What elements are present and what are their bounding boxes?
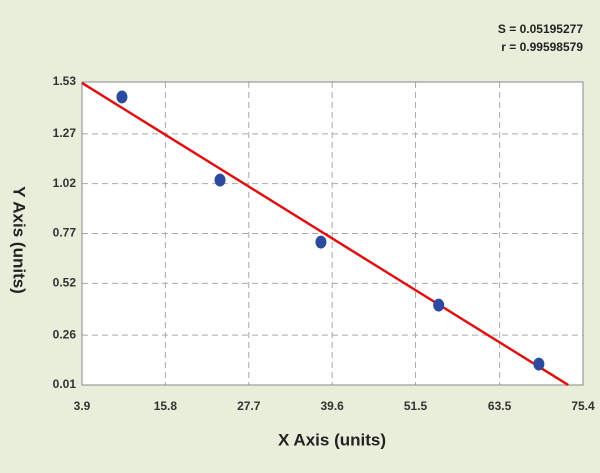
plot-border: [81, 81, 584, 386]
fit-line: [81, 81, 569, 387]
y-axis-title: Y Axis (units): [10, 186, 29, 294]
annotation: r = 0.99598579: [501, 40, 583, 54]
y-tick-label: 0.52: [53, 276, 77, 290]
y-tick-label: 0.77: [53, 226, 77, 240]
x-tick-label: 3.9: [74, 399, 91, 413]
data-point: [315, 235, 327, 249]
x-tick-label: 63.5: [488, 399, 512, 413]
x-tick-label: 51.5: [404, 399, 428, 413]
y-tick-label: 1.53: [53, 74, 77, 88]
x-tick-label: 75.4: [571, 399, 595, 413]
data-point: [533, 357, 545, 371]
y-tick-label: 1.02: [53, 176, 77, 190]
x-axis-title: X Axis (units): [278, 430, 386, 449]
y-tick-label: 0.26: [53, 327, 77, 341]
x-tick-label: 27.7: [237, 399, 261, 413]
y-tick-label: 0.01: [53, 377, 77, 391]
data-point: [214, 173, 226, 187]
x-tick-label: 39.6: [320, 399, 344, 413]
data-point: [116, 90, 128, 104]
data-point: [433, 298, 445, 312]
x-tick-label: 15.8: [154, 399, 178, 413]
y-tick-label: 1.27: [53, 126, 77, 140]
annotation: S = 0.05195277: [498, 22, 583, 36]
